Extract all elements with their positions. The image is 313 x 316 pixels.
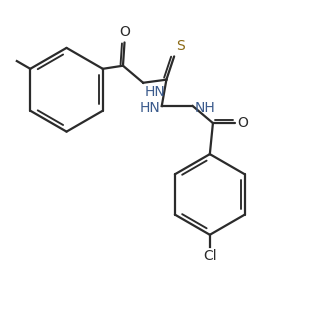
- Text: Cl: Cl: [203, 249, 217, 263]
- Text: NH: NH: [194, 100, 215, 115]
- Text: HN: HN: [140, 100, 160, 115]
- Text: HN: HN: [145, 85, 166, 99]
- Text: O: O: [119, 25, 130, 39]
- Text: O: O: [237, 116, 248, 130]
- Text: S: S: [176, 39, 184, 53]
